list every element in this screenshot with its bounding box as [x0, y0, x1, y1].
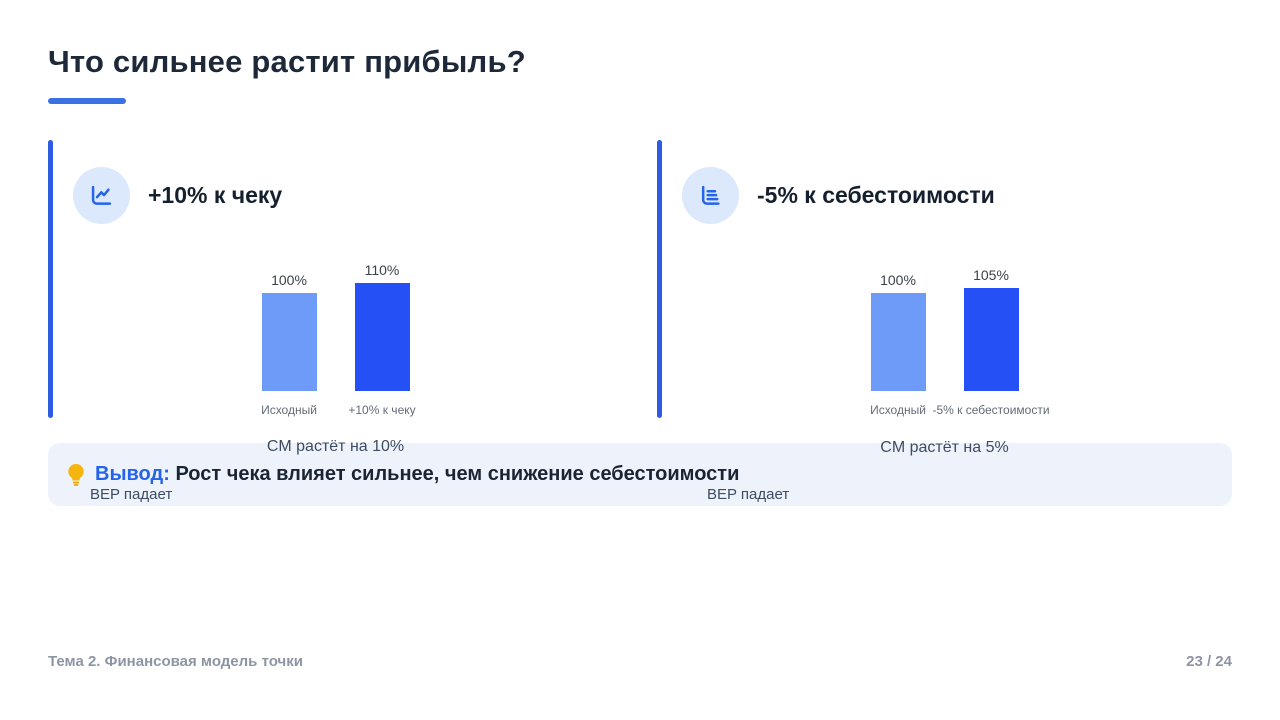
lightbulb-icon	[65, 463, 87, 492]
conclusion-callout: Вывод: Рост чека влияет сильнее, чем сни…	[48, 443, 1232, 506]
panel-accent-bar	[657, 140, 662, 418]
bar-value-label: 105%	[973, 267, 1009, 283]
chart-caption-cm-right: CM растёт на 5%	[880, 439, 1009, 456]
conclusion-body: Рост чека влияет сильнее, чем снижение с…	[175, 463, 740, 485]
title-underline	[48, 98, 126, 104]
bar-column: 100% Исходный	[261, 272, 317, 417]
bar-chart-icon	[682, 167, 739, 224]
footer-topic: Тема 2. Финансовая модель точки	[48, 653, 303, 670]
conclusion-label: Вывод:	[95, 463, 170, 485]
bar-column: 110% +10% к чеку	[348, 262, 415, 417]
panel-check-increase: +10% к чеку 100% Исходный 110% +10% к чеку	[48, 140, 623, 418]
bar-x-label: +10% к чеку	[348, 403, 416, 417]
chart-caption-bep-left: BEP падает	[90, 486, 173, 503]
panel-cost-decrease: -5% к себестоимости 100% Исходный 105% -5% …	[657, 140, 1232, 418]
panel-accent-bar	[48, 140, 53, 418]
bar-chart: 100% Исходный 105% -5% к себестоимости	[657, 267, 1232, 417]
bar-column: 105% -5% к себестоимости	[932, 267, 1049, 417]
panel-heading: -5% к себестоимости	[757, 182, 995, 208]
bar-x-label: Исходный	[870, 403, 926, 417]
chart-caption-bep-right: BEP падает	[707, 486, 790, 503]
panel-heading: +10% к чеку	[148, 182, 283, 208]
chart-caption-cm-left: CM растёт на 10%	[266, 438, 405, 455]
bar-column: 100% Исходный	[870, 272, 926, 417]
slide-title: Что сильнее растит прибыль?	[48, 44, 526, 79]
bar-chart: 100% Исходный 110% +10% к чеку	[48, 262, 623, 417]
bar-value-label: 110%	[364, 262, 400, 278]
line-chart-icon	[73, 167, 130, 224]
bar-value-label: 100%	[880, 272, 916, 288]
bar	[963, 288, 1019, 391]
bar-x-label: -5% к себестоимости	[932, 403, 1050, 417]
conclusion-text: Вывод: Рост чека влияет сильнее, чем сни…	[95, 463, 739, 486]
bar	[261, 293, 317, 391]
bar-x-label: Исходный	[261, 403, 317, 417]
footer-page-number: 23 / 24	[1186, 653, 1232, 670]
bar-value-label: 100%	[271, 272, 307, 288]
bar	[354, 283, 410, 391]
bar	[870, 293, 926, 391]
